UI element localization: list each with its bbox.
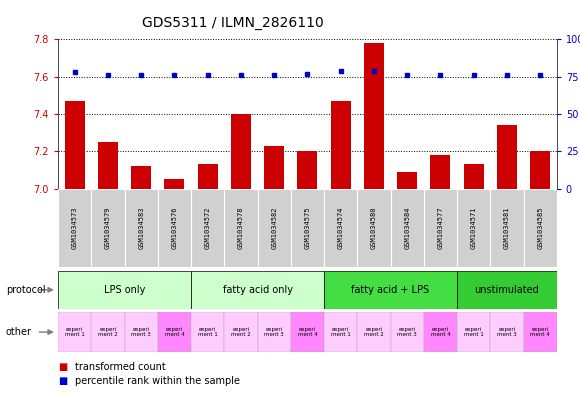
Text: GSM1034580: GSM1034580 — [371, 207, 377, 249]
Text: percentile rank within the sample: percentile rank within the sample — [75, 376, 240, 386]
Bar — [131, 166, 151, 189]
Bar — [91, 312, 125, 352]
Bar — [397, 172, 417, 189]
Bar — [530, 151, 550, 189]
Bar — [357, 312, 390, 352]
Text: experi
ment 4: experi ment 4 — [530, 327, 550, 338]
Bar — [98, 142, 118, 189]
Bar — [298, 151, 317, 189]
Text: GSM1034571: GSM1034571 — [470, 207, 477, 249]
Bar — [125, 312, 158, 352]
Text: experi
ment 3: experi ment 3 — [131, 327, 151, 338]
Bar — [91, 189, 125, 267]
Bar — [457, 271, 557, 309]
Bar — [58, 189, 91, 267]
Text: experi
ment 4: experi ment 4 — [298, 327, 317, 338]
Text: fatty acid + LPS: fatty acid + LPS — [351, 285, 430, 295]
Bar — [490, 312, 524, 352]
Bar — [324, 271, 457, 309]
Text: experi
ment 2: experi ment 2 — [231, 327, 251, 338]
Bar — [191, 271, 324, 309]
Bar — [324, 189, 357, 267]
Bar — [198, 164, 218, 189]
Text: GSM1034581: GSM1034581 — [504, 207, 510, 249]
Text: GSM1034583: GSM1034583 — [138, 207, 144, 249]
Bar — [64, 101, 85, 189]
Text: experi
ment 3: experi ment 3 — [497, 327, 517, 338]
Bar — [231, 114, 251, 189]
Text: GSM1034584: GSM1034584 — [404, 207, 410, 249]
Text: experi
ment 1: experi ment 1 — [464, 327, 484, 338]
Text: LPS only: LPS only — [104, 285, 145, 295]
Text: transformed count: transformed count — [75, 362, 166, 373]
Text: fatty acid only: fatty acid only — [223, 285, 292, 295]
Bar — [324, 312, 357, 352]
Text: experi
ment 4: experi ment 4 — [430, 327, 450, 338]
Text: GSM1034572: GSM1034572 — [205, 207, 211, 249]
Bar — [258, 312, 291, 352]
Text: GSM1034582: GSM1034582 — [271, 207, 277, 249]
Text: experi
ment 2: experi ment 2 — [98, 327, 118, 338]
Bar — [125, 189, 158, 267]
Bar — [390, 189, 424, 267]
Bar — [364, 43, 384, 189]
Text: GSM1034585: GSM1034585 — [537, 207, 543, 249]
Text: GSM1034575: GSM1034575 — [304, 207, 310, 249]
Bar — [58, 271, 191, 309]
Bar — [463, 164, 484, 189]
Bar — [264, 146, 284, 189]
Text: GSM1034573: GSM1034573 — [71, 207, 78, 249]
Bar — [224, 189, 258, 267]
Bar — [524, 189, 557, 267]
Text: experi
ment 3: experi ment 3 — [264, 327, 284, 338]
Text: GSM1034578: GSM1034578 — [238, 207, 244, 249]
Text: GDS5311 / ILMN_2826110: GDS5311 / ILMN_2826110 — [142, 16, 324, 30]
Text: ■: ■ — [58, 376, 67, 386]
Text: GSM1034579: GSM1034579 — [105, 207, 111, 249]
Bar — [58, 312, 91, 352]
Bar — [158, 312, 191, 352]
Text: unstimulated: unstimulated — [474, 285, 539, 295]
Text: GSM1034574: GSM1034574 — [338, 207, 344, 249]
Text: ■: ■ — [58, 362, 67, 373]
Bar — [224, 312, 258, 352]
Text: GSM1034577: GSM1034577 — [437, 207, 444, 249]
Bar — [357, 189, 390, 267]
Text: experi
ment 4: experi ment 4 — [165, 327, 184, 338]
Bar — [457, 189, 490, 267]
Text: experi
ment 3: experi ment 3 — [397, 327, 417, 338]
Text: experi
ment 2: experi ment 2 — [364, 327, 384, 338]
Bar — [191, 189, 224, 267]
Bar — [424, 312, 457, 352]
Bar — [424, 189, 457, 267]
Text: experi
ment 1: experi ment 1 — [198, 327, 218, 338]
Text: experi
ment 1: experi ment 1 — [65, 327, 85, 338]
Bar — [490, 189, 524, 267]
Text: other: other — [6, 327, 32, 337]
Bar — [258, 189, 291, 267]
Bar — [497, 125, 517, 189]
Bar — [291, 189, 324, 267]
Bar — [457, 312, 490, 352]
Text: experi
ment 1: experi ment 1 — [331, 327, 350, 338]
Bar — [331, 101, 351, 189]
Bar — [430, 155, 451, 189]
Bar — [191, 312, 224, 352]
Bar — [158, 189, 191, 267]
Bar — [164, 179, 184, 189]
Bar — [524, 312, 557, 352]
Text: protocol: protocol — [6, 285, 45, 295]
Bar — [291, 312, 324, 352]
Text: GSM1034576: GSM1034576 — [171, 207, 177, 249]
Bar — [390, 312, 424, 352]
